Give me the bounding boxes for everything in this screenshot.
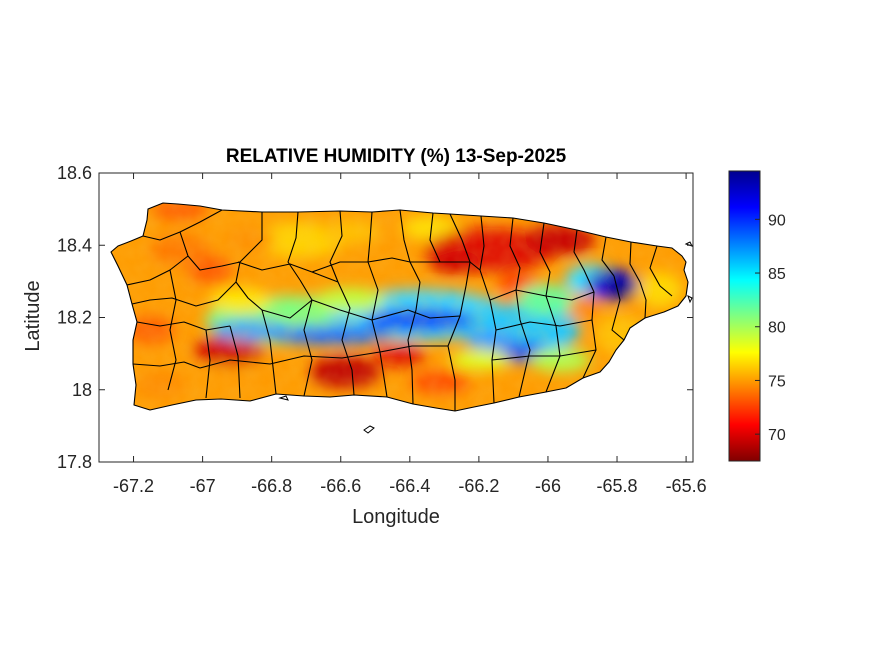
y-axis-label: Latitude <box>22 280 44 351</box>
municipality-borders <box>110 202 689 412</box>
y-tick-label: 17.8 <box>57 452 92 472</box>
colorbar-tick-label: 80 <box>768 320 786 337</box>
y-axis: 18.6 18.4 18.2 18 17.8 <box>57 163 693 472</box>
x-axis: -67.2 -67 -66.8 -66.6 -66.4 -66.2 -66 -65.8 -65.… <box>113 173 707 496</box>
colorbar-tick-label: 70 <box>768 427 786 444</box>
x-tick-label: -67.2 <box>113 476 154 496</box>
colorbar-tick-label: 90 <box>768 212 786 229</box>
x-axis-label: Longitude <box>352 506 440 528</box>
x-tick-label: -66.8 <box>251 476 292 496</box>
humidity-field <box>111 203 688 411</box>
colorbar-gradient <box>728 170 761 462</box>
x-tick-label: -66.2 <box>458 476 499 496</box>
x-tick-label: -66.6 <box>320 476 361 496</box>
x-tick-label: -65.8 <box>597 476 638 496</box>
y-tick-label: 18.4 <box>57 235 92 255</box>
colorbar-tick-label: 85 <box>768 266 786 283</box>
map-title: RELATIVE HUMIDITY (%) 13-Sep-2025 <box>226 146 567 167</box>
x-tick-label: -66 <box>535 476 561 496</box>
colorbar-tick-label: 75 <box>768 373 786 390</box>
y-tick-label: 18.6 <box>57 163 92 183</box>
x-tick-label: -66.4 <box>389 476 430 496</box>
x-tick-label: -65.6 <box>666 476 707 496</box>
y-tick-label: 18.2 <box>57 308 92 328</box>
colorbar: 90 85 80 75 70 <box>728 170 786 462</box>
y-tick-label: 18 <box>72 380 92 400</box>
x-tick-label: -67 <box>190 476 216 496</box>
